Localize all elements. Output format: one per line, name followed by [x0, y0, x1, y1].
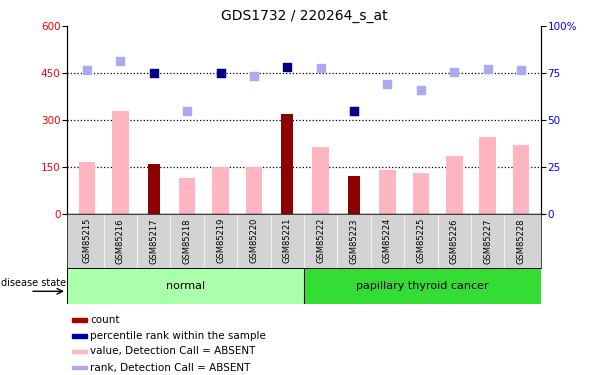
Text: GSM85222: GSM85222	[316, 218, 325, 264]
Bar	[72, 350, 88, 353]
Text: GSM85218: GSM85218	[182, 218, 192, 264]
Text: GSM85228: GSM85228	[517, 218, 525, 264]
Text: normal: normal	[166, 281, 205, 291]
Text: value, Detection Call = ABSENT: value, Detection Call = ABSENT	[90, 346, 255, 356]
Text: GSM85220: GSM85220	[249, 218, 258, 264]
Bar	[78, 162, 95, 214]
Text: disease state: disease state	[1, 278, 66, 288]
Text: count: count	[90, 315, 119, 325]
Point	[349, 108, 359, 114]
Bar	[72, 318, 88, 321]
Bar	[72, 366, 88, 369]
Bar	[446, 156, 463, 214]
Bar	[212, 167, 229, 214]
Bar	[379, 170, 396, 214]
Text: GSM85224: GSM85224	[383, 218, 392, 264]
Bar	[282, 114, 293, 214]
Bar	[413, 173, 429, 214]
Text: GSM85225: GSM85225	[416, 218, 426, 264]
Point	[182, 108, 192, 114]
Text: GSM85221: GSM85221	[283, 218, 292, 264]
Text: GSM85217: GSM85217	[149, 218, 158, 264]
Point	[216, 70, 226, 76]
Text: GSM85227: GSM85227	[483, 218, 492, 264]
Point	[316, 65, 325, 71]
Bar	[348, 176, 360, 214]
Text: rank, Detection Call = ABSENT: rank, Detection Call = ABSENT	[90, 363, 250, 373]
Bar	[67, 268, 304, 304]
Point	[416, 87, 426, 93]
Point	[449, 69, 459, 75]
Point	[516, 67, 526, 73]
Point	[116, 58, 125, 64]
Text: GSM85216: GSM85216	[116, 218, 125, 264]
Point	[82, 67, 92, 73]
Bar	[179, 178, 195, 214]
Text: GDS1732 / 220264_s_at: GDS1732 / 220264_s_at	[221, 9, 387, 23]
Text: papillary thyroid cancer: papillary thyroid cancer	[356, 281, 489, 291]
Point	[283, 64, 292, 70]
Text: GSM85223: GSM85223	[350, 218, 359, 264]
Bar	[112, 111, 129, 214]
Text: GSM85226: GSM85226	[450, 218, 459, 264]
Point	[483, 66, 492, 72]
Bar	[313, 147, 329, 214]
Point	[349, 108, 359, 114]
Bar	[246, 167, 262, 214]
Text: percentile rank within the sample: percentile rank within the sample	[90, 331, 266, 341]
Bar	[304, 268, 541, 304]
Point	[216, 70, 226, 76]
Bar	[479, 137, 496, 214]
Point	[149, 70, 159, 76]
Text: GSM85219: GSM85219	[216, 218, 225, 264]
Point	[249, 73, 259, 79]
Bar	[72, 334, 88, 338]
Bar	[513, 145, 530, 214]
Text: GSM85215: GSM85215	[83, 218, 91, 264]
Point	[382, 81, 392, 87]
Bar	[148, 164, 159, 214]
